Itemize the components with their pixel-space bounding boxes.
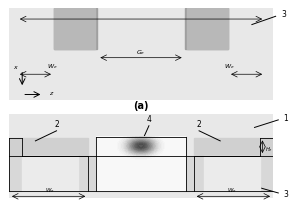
Text: $W_e$: $W_e$ (45, 186, 55, 195)
Bar (184, 8, 228, 49)
Text: 2: 2 (197, 120, 202, 129)
Bar (204, 156, 260, 191)
Text: 2: 2 (54, 120, 59, 129)
Bar (54, 8, 98, 49)
Bar (22, 156, 78, 191)
Text: 3: 3 (281, 10, 286, 19)
Bar (184, 8, 228, 49)
Text: 1: 1 (284, 114, 288, 123)
Text: $x$: $x$ (13, 64, 19, 71)
Bar (96, 137, 186, 191)
Bar (9, 156, 273, 191)
Text: $G_e$: $G_e$ (136, 48, 146, 57)
Text: 4: 4 (146, 115, 151, 124)
Bar (9, 138, 88, 156)
Bar (187, 8, 228, 49)
Bar (54, 8, 95, 49)
Text: $H_e$: $H_e$ (265, 145, 273, 154)
Text: $W_e$: $W_e$ (224, 62, 235, 71)
Text: $W_e$: $W_e$ (227, 186, 237, 195)
Text: (a): (a) (133, 101, 149, 111)
Text: $z$: $z$ (49, 90, 54, 97)
Text: 3: 3 (284, 190, 288, 199)
Text: $W_e$: $W_e$ (47, 62, 58, 71)
Bar (194, 138, 273, 156)
Bar (54, 8, 98, 49)
